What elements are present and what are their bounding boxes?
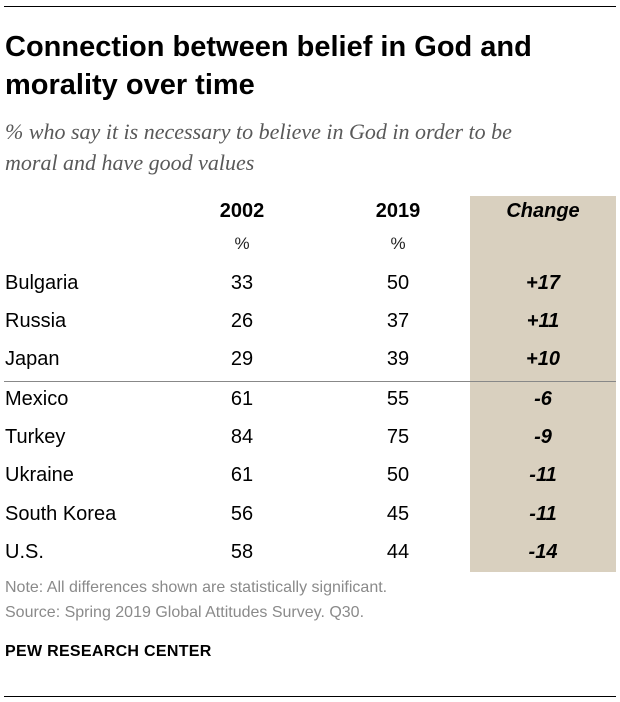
value-change: -11 <box>529 464 557 486</box>
value-change: +10 <box>526 348 560 370</box>
country-label: Turkey <box>5 426 66 448</box>
country-label: Ukraine <box>5 464 74 486</box>
table-row: Mexico 61 55 -6 <box>0 380 620 418</box>
country-label: Japan <box>5 348 60 370</box>
table-row: Turkey 84 75 -9 <box>0 418 620 456</box>
country-label: Mexico <box>5 388 69 410</box>
value-change: -6 <box>534 388 552 410</box>
value-2002: 56 <box>230 503 254 525</box>
value-2002: 29 <box>230 348 254 370</box>
table-row: Bulgaria 33 50 +17 <box>0 264 620 302</box>
value-2019: 39 <box>386 348 410 370</box>
value-2002: 61 <box>230 388 254 410</box>
change-column-background <box>470 196 616 572</box>
country-label: Bulgaria <box>5 272 79 294</box>
note-text: Note: All differences shown are statisti… <box>5 579 388 596</box>
subtitle-line-1: % who say it is necessary to believe in … <box>5 119 512 144</box>
value-change: -14 <box>528 541 558 563</box>
column-header-2002: 2002 <box>219 200 265 222</box>
value-2002: 84 <box>230 426 254 448</box>
bottom-rule <box>4 696 616 697</box>
value-change: +17 <box>526 272 560 294</box>
value-2019: 75 <box>386 426 410 448</box>
value-2002: 33 <box>230 272 254 294</box>
value-change: +11 <box>526 310 560 332</box>
value-change: -9 <box>534 426 552 448</box>
country-label: U.S. <box>5 541 44 563</box>
column-header-change: Change <box>506 200 580 222</box>
value-2019: 50 <box>386 464 410 486</box>
country-label: Russia <box>5 310 67 332</box>
title-line-1: Connection between belief in God and <box>5 31 532 63</box>
source-text: Source: Spring 2019 Global Attitudes Sur… <box>5 604 365 621</box>
chart-title: Connection between belief in God and mor… <box>5 28 605 104</box>
unit-2002: % <box>234 234 250 253</box>
title-line-2: morality over time <box>5 69 255 101</box>
value-2019: 55 <box>386 388 410 410</box>
value-2002: 61 <box>230 464 254 486</box>
table-row: Japan 29 39 +10 <box>0 340 620 378</box>
value-2019: 50 <box>386 272 410 294</box>
value-2019: 45 <box>386 503 410 525</box>
table-row: Ukraine 61 50 -11 <box>0 456 620 494</box>
column-header-2019: 2019 <box>375 200 421 222</box>
top-rule <box>4 6 616 7</box>
table-row: South Korea 56 45 -11 <box>0 495 620 533</box>
table-row: Russia 26 37 +11 <box>0 302 620 340</box>
group-divider <box>4 381 616 382</box>
unit-2019: % <box>390 234 406 253</box>
value-2019: 37 <box>386 310 410 332</box>
table-row: U.S. 58 44 -14 <box>0 533 620 571</box>
value-2002: 58 <box>230 541 254 563</box>
brand-label: PEW RESEARCH CENTER <box>5 643 212 660</box>
chart-subtitle: % who say it is necessary to believe in … <box>5 116 615 178</box>
country-label: South Korea <box>5 503 117 525</box>
subtitle-line-2: moral and have good values <box>5 150 255 175</box>
value-change: -11 <box>529 503 557 525</box>
value-2002: 26 <box>230 310 254 332</box>
value-2019: 44 <box>386 541 410 563</box>
